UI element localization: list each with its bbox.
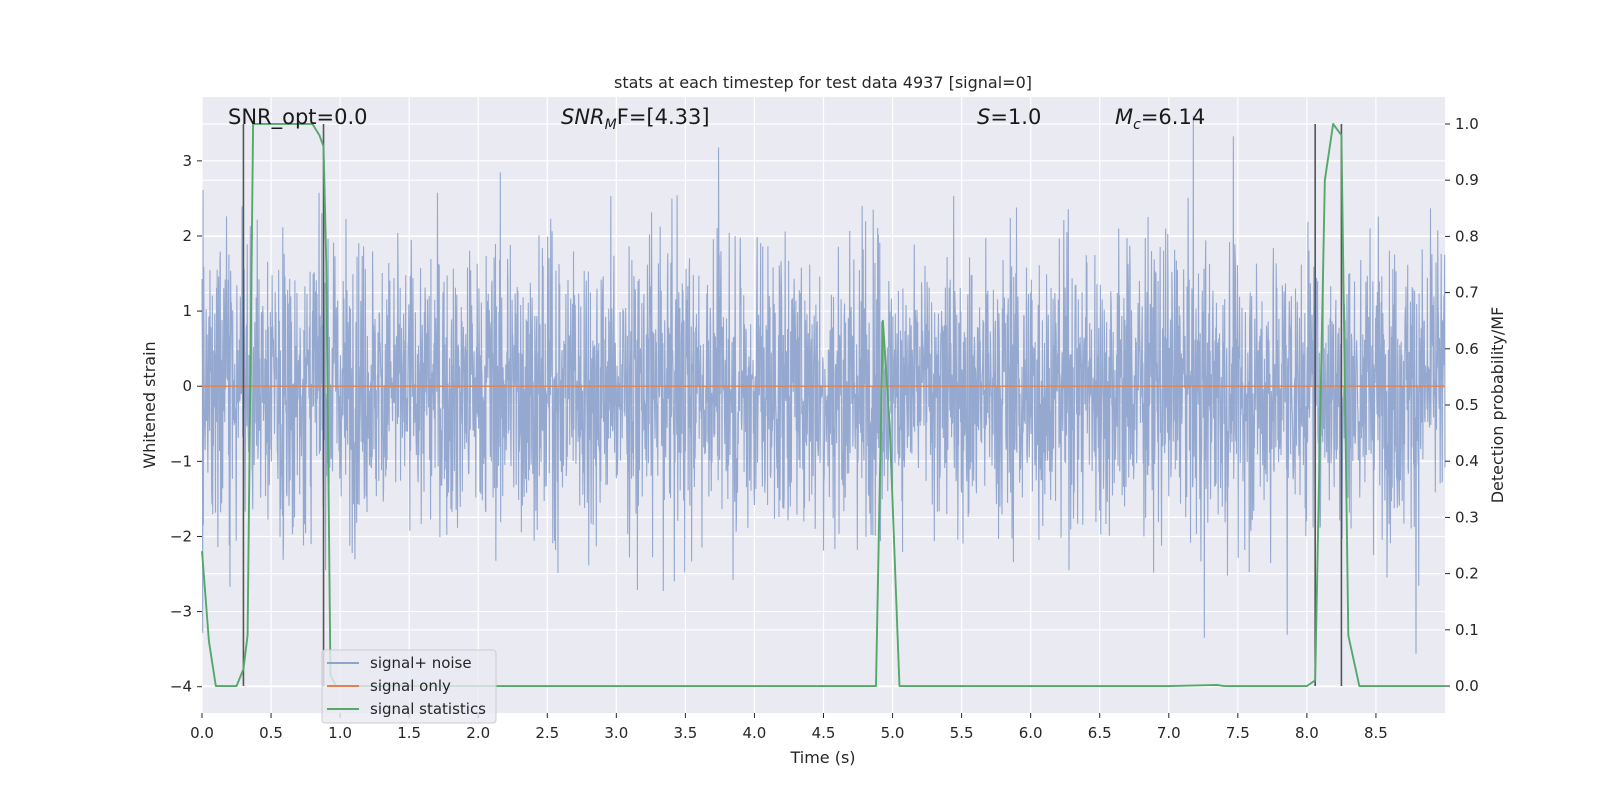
annotation-s: S=1.0 <box>977 105 1041 129</box>
chart-title: stats at each timestep for test data 493… <box>614 73 1032 92</box>
annotation-snr-mf-tail: F=[4.33] <box>617 105 710 129</box>
annotation-snr-mf: SNRMF=[4.33] <box>561 105 710 133</box>
annotation-mc-sub: c <box>1133 117 1141 133</box>
x-tick-label: 0.0 <box>190 724 214 742</box>
y2-tick-label: 1.0 <box>1455 115 1479 133</box>
x-tick-label: 1.5 <box>397 724 421 742</box>
y2-tick-label: 0.6 <box>1455 340 1479 358</box>
x-tick-label: 8.5 <box>1364 724 1388 742</box>
annotation-snr-mf-main: SNR <box>561 105 605 129</box>
annotation-mc: Mc=6.14 <box>1115 105 1205 133</box>
x-tick-label: 3.0 <box>604 724 628 742</box>
x-tick-label: 2.5 <box>535 724 559 742</box>
x-tick-label: 2.0 <box>466 724 490 742</box>
x-tick-label: 4.5 <box>812 724 836 742</box>
y2-axis-label: Detection probability/MF <box>1488 307 1507 504</box>
y-tick-label: 0 <box>182 377 192 395</box>
y2-tick-label: 0.3 <box>1455 508 1479 526</box>
y2-tick-label: 0.4 <box>1455 452 1479 470</box>
y2-tick-label: 0.9 <box>1455 171 1479 189</box>
legend-label-signal-only: signal only <box>370 677 451 695</box>
x-tick-label: 1.0 <box>328 724 352 742</box>
x-tick-label: 3.5 <box>673 724 697 742</box>
statistics-line <box>201 123 1445 687</box>
y-tick-label: −4 <box>170 678 192 696</box>
y2-tick-label: 0.8 <box>1455 227 1479 245</box>
statistics-series <box>201 123 1445 687</box>
x-axis-ticks: 0.0 0.5 1.0 1.5 2.0 2.5 3.0 3.5 4.0 4.5 5.0 5.5 6.0 6… <box>190 713 1388 742</box>
annotation-snr-opt: SNR_opt=0.0 <box>228 105 368 130</box>
y-tick-label: −3 <box>170 603 192 621</box>
x-tick-label: 0.5 <box>259 724 283 742</box>
y2-tick-label: 0.2 <box>1455 565 1479 583</box>
x-tick-label: 7.5 <box>1226 724 1250 742</box>
y2-tick-label: 0.1 <box>1455 621 1479 639</box>
x-tick-label: 4.0 <box>743 724 767 742</box>
y-axis-ticks: 3 2 1 0 −1 −2 −3 −4 <box>170 152 202 696</box>
y-axis-label: Whitened strain <box>140 341 159 468</box>
noise-trace <box>201 115 1446 654</box>
x-axis-label: Time (s) <box>789 748 855 767</box>
legend-label-noise: signal+ noise <box>370 654 472 672</box>
y2-tick-label: 0.0 <box>1455 677 1479 695</box>
y-tick-label: −1 <box>170 452 192 470</box>
y2-tick-label: 0.7 <box>1455 284 1479 302</box>
annotation-snr-mf-sub: M <box>605 117 617 133</box>
annotation-s-tail: =1.0 <box>990 105 1041 129</box>
x-tick-label: 6.0 <box>1019 724 1043 742</box>
y-tick-label: 1 <box>182 302 192 320</box>
legend-label-statistics: signal statistics <box>370 700 486 718</box>
noise-series <box>201 115 1446 654</box>
x-tick-label: 7.0 <box>1157 724 1181 742</box>
annotation-mc-main: M <box>1115 105 1133 129</box>
annotation-mc-tail: =6.14 <box>1141 105 1205 129</box>
x-tick-label: 6.5 <box>1088 724 1112 742</box>
vertical-markers <box>242 123 1343 687</box>
y-tick-label: 3 <box>182 152 192 170</box>
x-tick-label: 8.0 <box>1295 724 1319 742</box>
y2-axis-ticks: 1.0 0.9 0.8 0.7 0.6 0.5 0.4 0.3 0.2 0.1 0.0 <box>1445 115 1479 695</box>
annotation-s-main: S <box>977 105 990 129</box>
legend: signal+ noise signal only signal statist… <box>321 649 497 724</box>
legend-box <box>321 649 497 724</box>
y2-tick-label: 0.5 <box>1455 396 1479 414</box>
y-tick-label: 2 <box>182 227 192 245</box>
x-tick-label: 5.5 <box>950 724 974 742</box>
y-tick-label: −2 <box>170 527 192 545</box>
x-tick-label: 5.0 <box>881 724 905 742</box>
